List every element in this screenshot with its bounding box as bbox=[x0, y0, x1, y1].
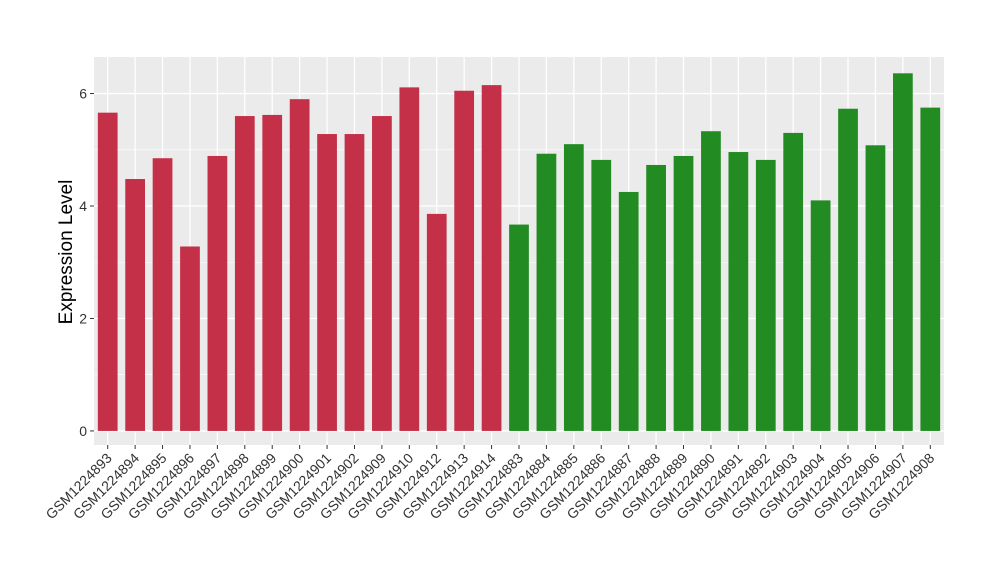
bar-GSM1224906 bbox=[865, 145, 886, 431]
bar-GSM1224884 bbox=[536, 153, 557, 431]
bar-GSM1224907 bbox=[893, 73, 913, 431]
bar-GSM1224894 bbox=[125, 179, 145, 431]
bar-GSM1224899 bbox=[262, 114, 283, 431]
x-axis: GSM1224893GSM1224894GSM1224895GSM1224896… bbox=[42, 445, 938, 522]
bar-GSM1224889 bbox=[673, 155, 694, 431]
bars bbox=[97, 73, 941, 431]
bar-GSM1224893 bbox=[97, 112, 118, 431]
y-axis: 0 2 4 6 bbox=[79, 86, 94, 439]
bar-GSM1224890 bbox=[701, 131, 721, 431]
bar-GSM1224883 bbox=[509, 224, 529, 431]
bar-GSM1224896 bbox=[180, 246, 200, 431]
bar-GSM1224895 bbox=[152, 158, 173, 431]
y-tick-label: 2 bbox=[79, 310, 87, 326]
bar-GSM1224891 bbox=[728, 152, 749, 431]
bar-GSM1224910 bbox=[399, 87, 420, 431]
bar-GSM1224887 bbox=[618, 191, 639, 431]
y-tick-label: 6 bbox=[79, 86, 87, 102]
y-tick-label: 4 bbox=[79, 198, 87, 214]
bar-GSM1224885 bbox=[563, 144, 584, 431]
bar-GSM1224905 bbox=[838, 108, 858, 431]
bar-GSM1224898 bbox=[234, 116, 255, 431]
bar-GSM1224909 bbox=[372, 116, 392, 431]
bar-GSM1224886 bbox=[591, 159, 612, 431]
bar-GSM1224914 bbox=[481, 85, 502, 431]
bar-GSM1224912 bbox=[426, 213, 447, 431]
bar-GSM1224900 bbox=[289, 99, 310, 431]
bar-GSM1224904 bbox=[810, 200, 831, 431]
bar-GSM1224897 bbox=[207, 155, 228, 431]
bar-GSM1224903 bbox=[783, 132, 804, 431]
y-tick-label: 0 bbox=[79, 423, 87, 439]
bar-GSM1224902 bbox=[344, 134, 365, 431]
y-axis-title: Expression Level bbox=[56, 180, 77, 325]
bar-GSM1224888 bbox=[646, 164, 666, 431]
bar-GSM1224892 bbox=[755, 159, 776, 431]
bar-GSM1224901 bbox=[317, 134, 337, 431]
bar-GSM1224913 bbox=[454, 90, 475, 431]
bar-GSM1224908 bbox=[920, 107, 941, 431]
